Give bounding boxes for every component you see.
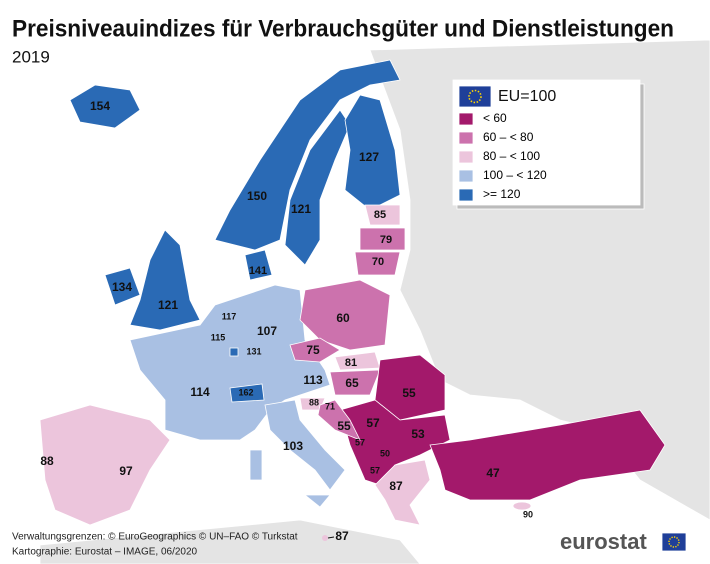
map-label: 114: [190, 385, 210, 399]
region: [317, 399, 361, 441]
region: [264, 399, 346, 491]
region: [299, 279, 391, 351]
leader-line: [327, 536, 335, 539]
map-label: 107: [257, 324, 277, 338]
map-label: 50: [380, 448, 390, 458]
region: [229, 347, 239, 357]
map-label: 141: [249, 265, 267, 277]
region: [322, 535, 328, 541]
map-label: 134: [112, 280, 132, 294]
map-labels: 154 127 150 121 85 79 70 141 134 121 117 107 60 115 13…: [40, 99, 533, 543]
legend: EU=100 < 60 60 – < 80 80 – < 100 100 – <…: [452, 79, 645, 210]
region: [429, 409, 666, 501]
region: [512, 501, 532, 511]
map-label: 150: [247, 189, 267, 203]
region: [229, 383, 265, 403]
map-label: 57: [370, 465, 380, 475]
footer-credit: Verwaltungsgrenzen: © EuroGeographics © …: [12, 532, 298, 543]
region: [354, 251, 401, 276]
region: [129, 284, 331, 441]
subtitle: 2019: [12, 47, 50, 66]
footer-credit: Kartographie: Eurostat – IMAGE, 06/2020: [12, 547, 198, 558]
map-label: 75: [306, 343, 320, 357]
region: [284, 109, 351, 266]
map-label: 55: [337, 419, 351, 433]
region: [214, 59, 401, 251]
map-label: 81: [345, 357, 357, 369]
legend-label: < 60: [483, 111, 507, 125]
region: [244, 249, 273, 281]
map-label: 57: [366, 416, 380, 430]
region: [129, 229, 201, 331]
region: [249, 449, 263, 481]
map-label: 71: [325, 401, 335, 411]
map-label: 87: [335, 529, 349, 543]
legend-label: >= 120: [483, 187, 521, 201]
legend-label: 80 – < 100: [483, 149, 540, 163]
title: Preisniveauindizes für Verbrauchsgüter u…: [12, 15, 674, 42]
map-label: 53: [411, 427, 425, 441]
legend-swatch: [458, 150, 474, 164]
map-label: 162: [238, 387, 253, 397]
region: [69, 84, 141, 129]
map-label: 154: [90, 99, 110, 113]
region: [303, 494, 331, 508]
map-label: 127: [359, 150, 379, 164]
legend-label: 60 – < 80: [483, 130, 534, 144]
region: [374, 459, 431, 526]
logo-flag: [661, 532, 687, 552]
map-label: 90: [523, 509, 533, 519]
logo: eurostat: [560, 529, 647, 554]
eu-flag: [458, 85, 492, 108]
map-label: 70: [372, 256, 384, 268]
other-land: [39, 519, 421, 564]
map-label: 115: [211, 332, 226, 342]
region: [39, 404, 171, 526]
map-label: 60: [336, 311, 350, 325]
legend-swatch: [458, 131, 474, 145]
eu-stars: [468, 89, 482, 104]
map-label: 47: [486, 466, 500, 480]
map-label: 85: [374, 209, 386, 221]
map-label: 79: [380, 234, 392, 246]
map-label: 113: [303, 373, 323, 387]
map-label: 88: [309, 397, 319, 407]
region: [329, 369, 381, 396]
map-label: 121: [158, 298, 178, 312]
legend-swatch: [458, 112, 474, 126]
legend-swatch: [458, 188, 474, 202]
map-label: 103: [283, 439, 303, 453]
map-label: 131: [246, 346, 261, 356]
map-label: 65: [345, 376, 359, 390]
legend-label: 100 – < 120: [483, 168, 547, 182]
region: [289, 337, 341, 363]
legend-swatch: [458, 169, 474, 183]
map-label: 97: [119, 464, 133, 478]
map-label: 117: [222, 311, 237, 321]
map-label: 57: [355, 437, 365, 447]
map-label: 55: [402, 386, 416, 400]
map-label: 88: [40, 454, 54, 468]
map-label: 121: [291, 202, 311, 216]
region: [359, 227, 406, 251]
map-label: 87: [389, 479, 403, 493]
region: [339, 399, 451, 486]
legend-title: EU=100: [498, 88, 556, 105]
region: [104, 267, 141, 306]
region: [364, 204, 401, 226]
region: [344, 94, 401, 211]
logo-stars: [668, 536, 680, 548]
